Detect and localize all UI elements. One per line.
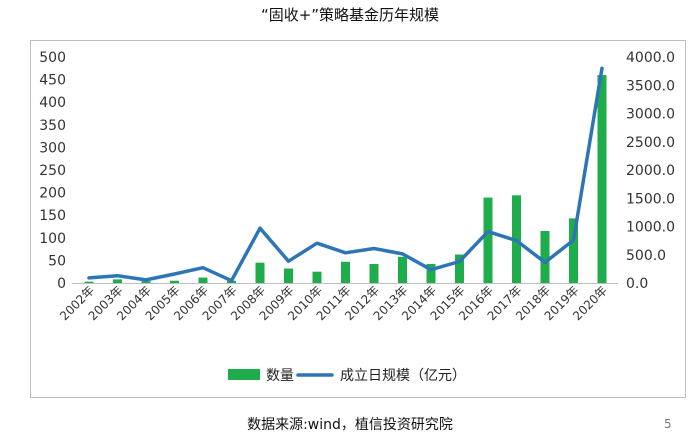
left-axis-tick-label: 200 [39,186,66,202]
bar [255,262,265,283]
left-axis-tick-label: 350 [39,118,66,134]
line-series [87,66,604,283]
right-axis-ticks: 0.0 500.0 1000.0 1500.0 2000.0 2500.0 3000.0 35… [626,50,675,292]
right-axis-tick-label: 4000.0 [626,50,675,66]
bar [597,75,607,283]
left-axis-tick-label: 250 [39,163,66,179]
right-axis-tick-label: 3500.0 [626,78,675,94]
left-axis-tick-label: 300 [39,140,66,156]
right-axis-tick-label: 3000.0 [626,107,675,123]
bar [198,277,208,283]
bar [369,264,379,283]
chart-frame [30,40,686,398]
bar [540,231,550,283]
bar [312,271,322,283]
left-axis-tick-label: 100 [39,231,66,247]
left-axis-tick-label: 0 [57,276,66,292]
legend-bar-swatch [228,369,260,380]
left-axis-tick-label: 500 [39,50,66,66]
source-note: 数据来源:wind，植信投资研究院 [247,417,453,433]
bar [84,281,94,283]
left-axis-tick-label: 50 [48,253,66,269]
x-axis-ticks: 2002年2003年2004年2005年2006年2007年2008年2009年… [57,283,610,323]
left-axis-tick-label: 150 [39,208,66,224]
legend-line-label: 成立日规模（亿元） [340,368,466,384]
left-axis-ticks: 0 50 100 150 200 250 300 350 400 450 500 [39,50,66,292]
bar [569,218,578,283]
legend: 数量 成立日规模（亿元） [228,368,466,384]
bar [426,264,436,283]
bar [170,280,179,283]
bar [398,256,407,283]
page-number: 5 [664,417,672,431]
bar [284,268,293,283]
bar [341,261,350,283]
legend-bar-label: 数量 [266,368,294,384]
right-axis-tick-label: 2000.0 [626,163,675,179]
right-axis-tick-label: 500.0 [626,248,666,264]
bar [113,279,122,283]
right-axis-tick-label: 0.0 [626,276,648,292]
bar [455,254,464,283]
right-axis-tick-label: 2500.0 [626,135,675,151]
bar [141,281,151,283]
chart-title: “固收+”策略基金历年规模 [260,6,440,24]
left-axis-tick-label: 400 [39,95,66,111]
bar [483,197,493,283]
right-axis-tick-label: 1000.0 [626,220,675,236]
right-axis-tick-label: 1500.0 [626,191,675,207]
left-axis-tick-label: 450 [39,73,66,89]
